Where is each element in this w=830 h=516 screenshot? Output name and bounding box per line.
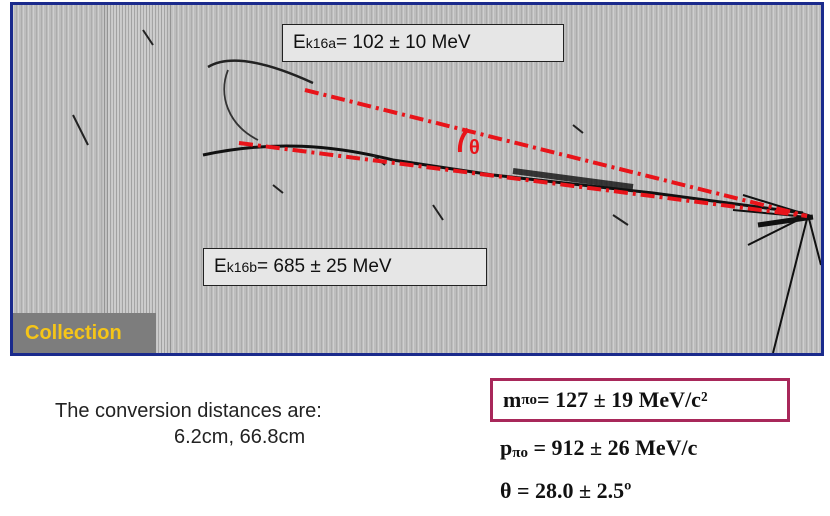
caption-line-2: 6.2cm, 66.8cm [174,426,306,448]
track-lower [202,144,804,215]
opening-angle-label: θ [469,137,480,159]
pion-mass-result: m πo = 127 ± 19 MeV/c² [490,378,790,422]
track-upper-branch [223,69,259,141]
opening-angle-result: θ = 28.0 ± 2.5º [500,478,632,503]
conversion-distances-caption: The conversion distances are: 6.2cm, 66.… [55,398,322,450]
angle-arc [457,127,470,153]
event-display-image [13,5,821,353]
caption-line-1: The conversion distances are: [55,400,322,422]
pion-momentum-result: pπo = 912 ± 26 MeV/c [500,435,698,461]
vertex-tracks [732,194,821,353]
track-upper [207,59,314,85]
view-badge: Collection [13,313,156,353]
fit-line-upper [304,88,808,218]
